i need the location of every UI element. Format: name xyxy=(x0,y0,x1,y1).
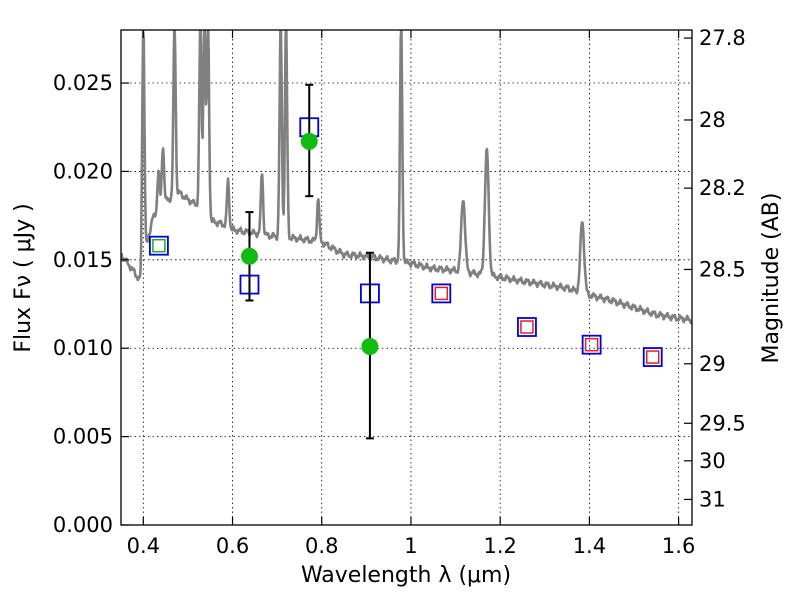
plot-frame xyxy=(120,29,693,526)
model-square-marker xyxy=(642,347,663,367)
x-tick-label: 0.6 xyxy=(216,534,249,558)
inner-square-marker xyxy=(645,350,660,364)
photometry-markers xyxy=(149,83,663,440)
right-tick-label: 29 xyxy=(699,352,726,376)
right-tick-label: 29.5 xyxy=(699,411,746,435)
y-axis-label: Flux Fν ( μJy ) xyxy=(11,203,36,352)
y-tick-label: 0.015 xyxy=(53,248,113,272)
axis-ticks: 0.4 0.6 0.8 1 1.2 1.4 1.6 0.000 0.005 0.010 0.015 0… xyxy=(53,26,746,558)
y-tick-label: 0.010 xyxy=(53,336,113,360)
x-tick-label: 0.4 xyxy=(127,534,160,558)
inner-square-marker xyxy=(152,238,166,253)
model-square-marker xyxy=(581,334,602,355)
right-tick-label: 31 xyxy=(699,487,726,511)
model-square-marker xyxy=(149,235,169,256)
y-tick-label: 0.000 xyxy=(53,513,113,537)
spectrum xyxy=(121,30,692,325)
x-tick-label: 1.6 xyxy=(662,534,695,558)
observed-point xyxy=(361,337,379,355)
right-tick-label: 28.5 xyxy=(699,257,746,281)
model-square-marker xyxy=(431,283,452,304)
spectrum-line xyxy=(121,30,692,325)
x-tick-label: 0.8 xyxy=(305,534,338,558)
x-axis-label: Wavelength λ (μm) xyxy=(301,563,511,588)
right-tick-label: 28.2 xyxy=(699,176,746,200)
observed-point xyxy=(240,247,258,265)
y-tick-label: 0.005 xyxy=(53,425,113,449)
inner-square-marker xyxy=(584,337,599,352)
right-tick-label: 28 xyxy=(699,108,726,132)
x-tick-label: 1 xyxy=(404,534,417,558)
model-square-marker xyxy=(517,317,537,337)
right-axis-label: Magnitude (AB) xyxy=(759,193,784,364)
x-tick-label: 1.4 xyxy=(573,534,606,558)
inner-square-marker xyxy=(520,320,534,334)
right-tick-label: 30 xyxy=(699,449,726,473)
y-tick-label: 0.025 xyxy=(53,71,113,95)
observed-point xyxy=(300,132,318,150)
y-tick-label: 0.020 xyxy=(53,159,113,183)
x-tick-label: 1.2 xyxy=(483,534,516,558)
right-tick-label: 27.8 xyxy=(699,26,746,50)
inner-square-marker xyxy=(434,286,449,301)
